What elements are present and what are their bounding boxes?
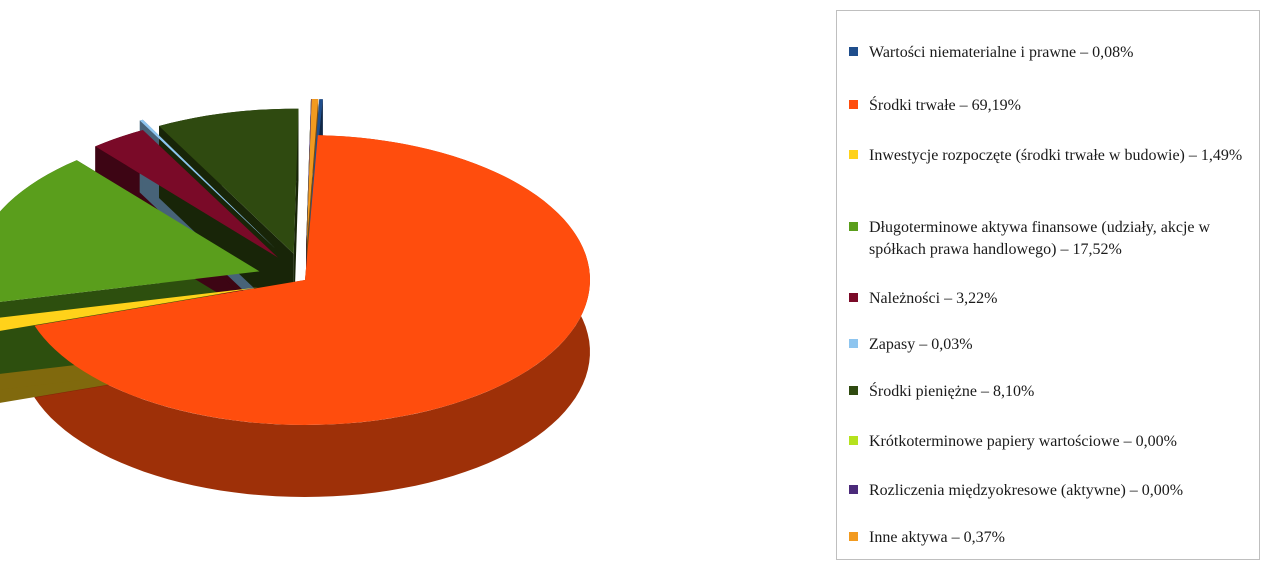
legend-swatch	[849, 293, 858, 302]
legend-swatch	[849, 47, 858, 56]
pie-slice	[0, 160, 260, 302]
legend-label: Należności – 3,22%	[869, 290, 998, 307]
legend-label: Środki trwałe – 69,19%	[869, 97, 1021, 114]
legend-label: Wartości niematerialne i prawne – 0,08%	[869, 44, 1134, 61]
pie-slice	[306, 99, 319, 245]
pie-slice	[139, 119, 275, 249]
legend-label: Krótkoterminowe papiery wartościowe – 0,…	[869, 433, 1177, 450]
pie-slice	[95, 130, 279, 258]
legend-swatch	[849, 100, 858, 109]
legend-label: Inwestycje rozpoczęte (środki trwałe w b…	[869, 147, 1243, 164]
legend-swatch	[849, 339, 858, 348]
legend-label: Środki pieniężne – 8,10%	[869, 383, 1035, 400]
legend-swatch	[849, 386, 858, 395]
legend-label: Inne aktywa – 0,37%	[869, 529, 1005, 546]
legend-swatch	[849, 436, 858, 445]
legend-swatch	[849, 222, 858, 231]
pie-slice-edge	[293, 108, 299, 326]
pie-chart-area	[0, 98, 591, 497]
legend-swatch	[849, 150, 858, 159]
legend-swatch	[849, 532, 858, 541]
legend-label: Rozliczenia międzyokresowe (aktywne) – 0…	[869, 482, 1184, 499]
pie-slice	[0, 287, 259, 331]
legend-label: Zapasy – 0,03%	[869, 336, 973, 353]
pie-tops	[0, 98, 591, 425]
legend-label: Długoterminowe aktywa finansowe (udziały…	[869, 219, 1211, 258]
legend: Wartości niematerialne i prawne – 0,08% Ś…	[836, 10, 1260, 560]
pie-chart	[0, 98, 591, 497]
legend-swatch	[849, 485, 858, 494]
pie-slice	[159, 108, 299, 254]
pie-slice	[34, 135, 591, 425]
